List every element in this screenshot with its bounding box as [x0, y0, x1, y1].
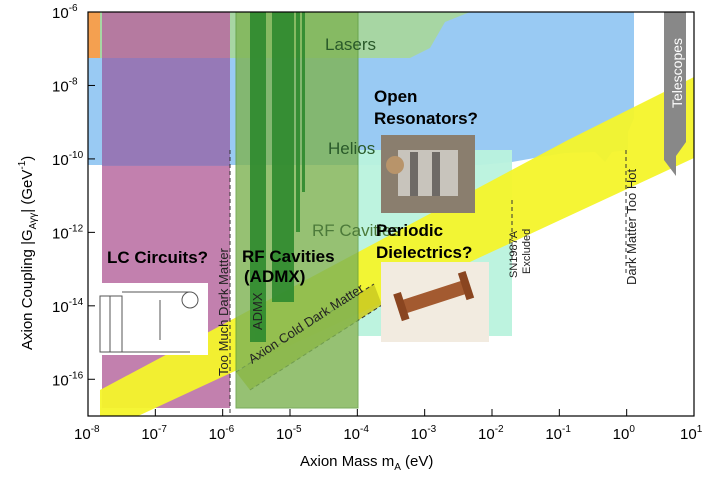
- x-tick-label: 10-7: [141, 424, 167, 443]
- lc-circuit-diagram: [92, 283, 208, 355]
- label-lc-circuits: LC Circuits?: [107, 248, 208, 267]
- label-open: Open: [374, 87, 417, 106]
- open-resonator-photo: [381, 135, 475, 213]
- label-rf-cavities: RF Cavities: [242, 247, 335, 266]
- label-admx-vertical: ADMX: [250, 292, 265, 330]
- admx-bar-2: [272, 12, 294, 302]
- label-sn1987a: SN1987A: [508, 230, 520, 278]
- y-tick-label: 10-8: [52, 76, 78, 95]
- periodic-dielectric-photo: [381, 262, 489, 342]
- label-resonators: Resonators?: [374, 109, 478, 128]
- x-tick-label: 10-5: [276, 424, 302, 443]
- x-tick-label: 10-3: [411, 424, 437, 443]
- telescopes-region: [664, 12, 686, 176]
- admx-bar-4: [302, 12, 305, 192]
- x-axis-title: Axion Mass mA (eV): [300, 453, 433, 473]
- label-dm-too-hot: Dark Matter Too Hot: [624, 169, 639, 285]
- y-tick-label: 10-12: [52, 223, 84, 242]
- label-telescopes: Telescopes: [669, 38, 685, 108]
- label-lasers: Lasers: [325, 35, 376, 54]
- label-sn1987a-excluded: Excluded: [521, 229, 533, 274]
- white-artifact: [660, 362, 694, 382]
- y-axis-ticks: 10-6 10-8 10-10 10-12 10-14 10-16: [52, 3, 95, 389]
- y-tick-label: 10-16: [52, 370, 84, 389]
- y-axis-title: Axion Coupling |GAγγ| (GeV-1): [17, 156, 39, 350]
- admx-bars: [250, 12, 305, 342]
- label-periodic: Periodic: [376, 221, 443, 240]
- y-tick-label: 10-14: [52, 297, 84, 316]
- lc-helios-overlap: [102, 58, 230, 166]
- x-tick-label: 10-4: [343, 424, 369, 443]
- label-rf-cavities-faint: RF Cavities: [312, 221, 400, 240]
- plot-frame: [87, 11, 695, 417]
- x-tick-label: 10-1: [545, 424, 571, 443]
- x-axis-ticks: 10-8 10-7 10-6 10-5 10-4 10-3 10-2 10-1 100 101: [74, 409, 703, 443]
- x-tick-label: 10-6: [209, 424, 235, 443]
- label-too-much-dm: Too Much Dark Matter: [216, 247, 231, 376]
- admx-bar-3: [296, 12, 300, 232]
- lasers-orange-strip: [88, 12, 100, 58]
- x-tick-label: 101: [680, 424, 703, 443]
- y-tick-label: 10-6: [52, 3, 78, 22]
- admx-bar-1: [250, 12, 266, 342]
- label-rf-cavities-admx: (ADMX): [244, 267, 305, 286]
- x-tick-label: 10-2: [478, 424, 504, 443]
- y-tick-label: 10-10: [52, 150, 84, 169]
- label-dielectrics: Dielectrics?: [376, 243, 472, 262]
- label-helios: Helios: [328, 139, 375, 158]
- x-tick-label: 10-8: [74, 424, 100, 443]
- x-tick-label: 100: [613, 424, 636, 443]
